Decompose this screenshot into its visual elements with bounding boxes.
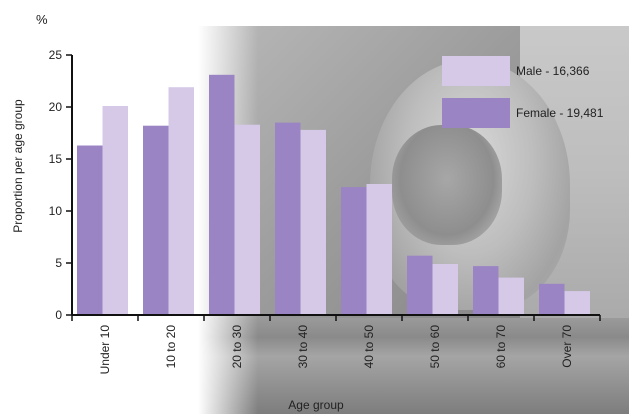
bars-group	[77, 74, 590, 315]
y-tick-label: 5	[55, 256, 62, 270]
bar-female-2	[209, 74, 235, 315]
legend-label-1: Female - 19,481	[516, 106, 604, 120]
y-tick-label: 25	[49, 48, 63, 62]
background-photo-rail	[198, 318, 629, 414]
legend-label-0: Male - 16,366	[516, 64, 590, 78]
bar-female-7	[539, 283, 565, 315]
x-tick-label: 20 to 30	[230, 325, 244, 369]
bar-female-1	[143, 125, 169, 315]
bar-male-2	[234, 124, 260, 315]
legend: Male - 16,366 Female - 19,481	[442, 56, 604, 128]
bar-male-6	[498, 277, 524, 315]
x-axis-title: Age group	[288, 398, 344, 412]
bar-male-1	[168, 87, 194, 315]
bar-male-0	[102, 106, 128, 315]
y-axis-title: Proportion per age group	[11, 99, 25, 233]
x-tick-label: 10 to 20	[164, 325, 178, 369]
bar-male-3	[300, 129, 326, 315]
y-tick-label: 0	[55, 308, 62, 322]
background-photo-face	[392, 125, 502, 245]
x-tick-label: 60 to 70	[494, 325, 508, 369]
bar-male-5	[432, 264, 458, 315]
bar-male-4	[366, 184, 392, 315]
x-tick-label: 30 to 40	[296, 325, 310, 369]
x-tick-label: Under 10	[98, 325, 112, 375]
bar-male-7	[564, 291, 590, 315]
x-ticks-group: Under 10 10 to 20 20 to 30 30 to 40 40 to 50…	[71, 315, 601, 375]
y-unit-label: %	[36, 12, 48, 27]
y-tick-label: 20	[49, 100, 63, 114]
legend-swatch-1	[442, 98, 510, 128]
x-tick-label: 50 to 60	[428, 325, 442, 369]
x-tick-label: 40 to 50	[362, 325, 376, 369]
y-ticks-group: 0 5 10 15 20 25	[49, 48, 72, 322]
y-tick-label: 15	[49, 152, 63, 166]
y-tick-label: 10	[49, 204, 63, 218]
x-tick-label: Over 70	[560, 325, 574, 368]
bar-female-5	[407, 255, 433, 315]
legend-swatch-0	[442, 56, 510, 86]
bar-female-0	[77, 145, 103, 315]
bar-female-4	[341, 187, 367, 315]
bar-female-6	[473, 266, 499, 315]
bar-female-3	[275, 122, 301, 315]
